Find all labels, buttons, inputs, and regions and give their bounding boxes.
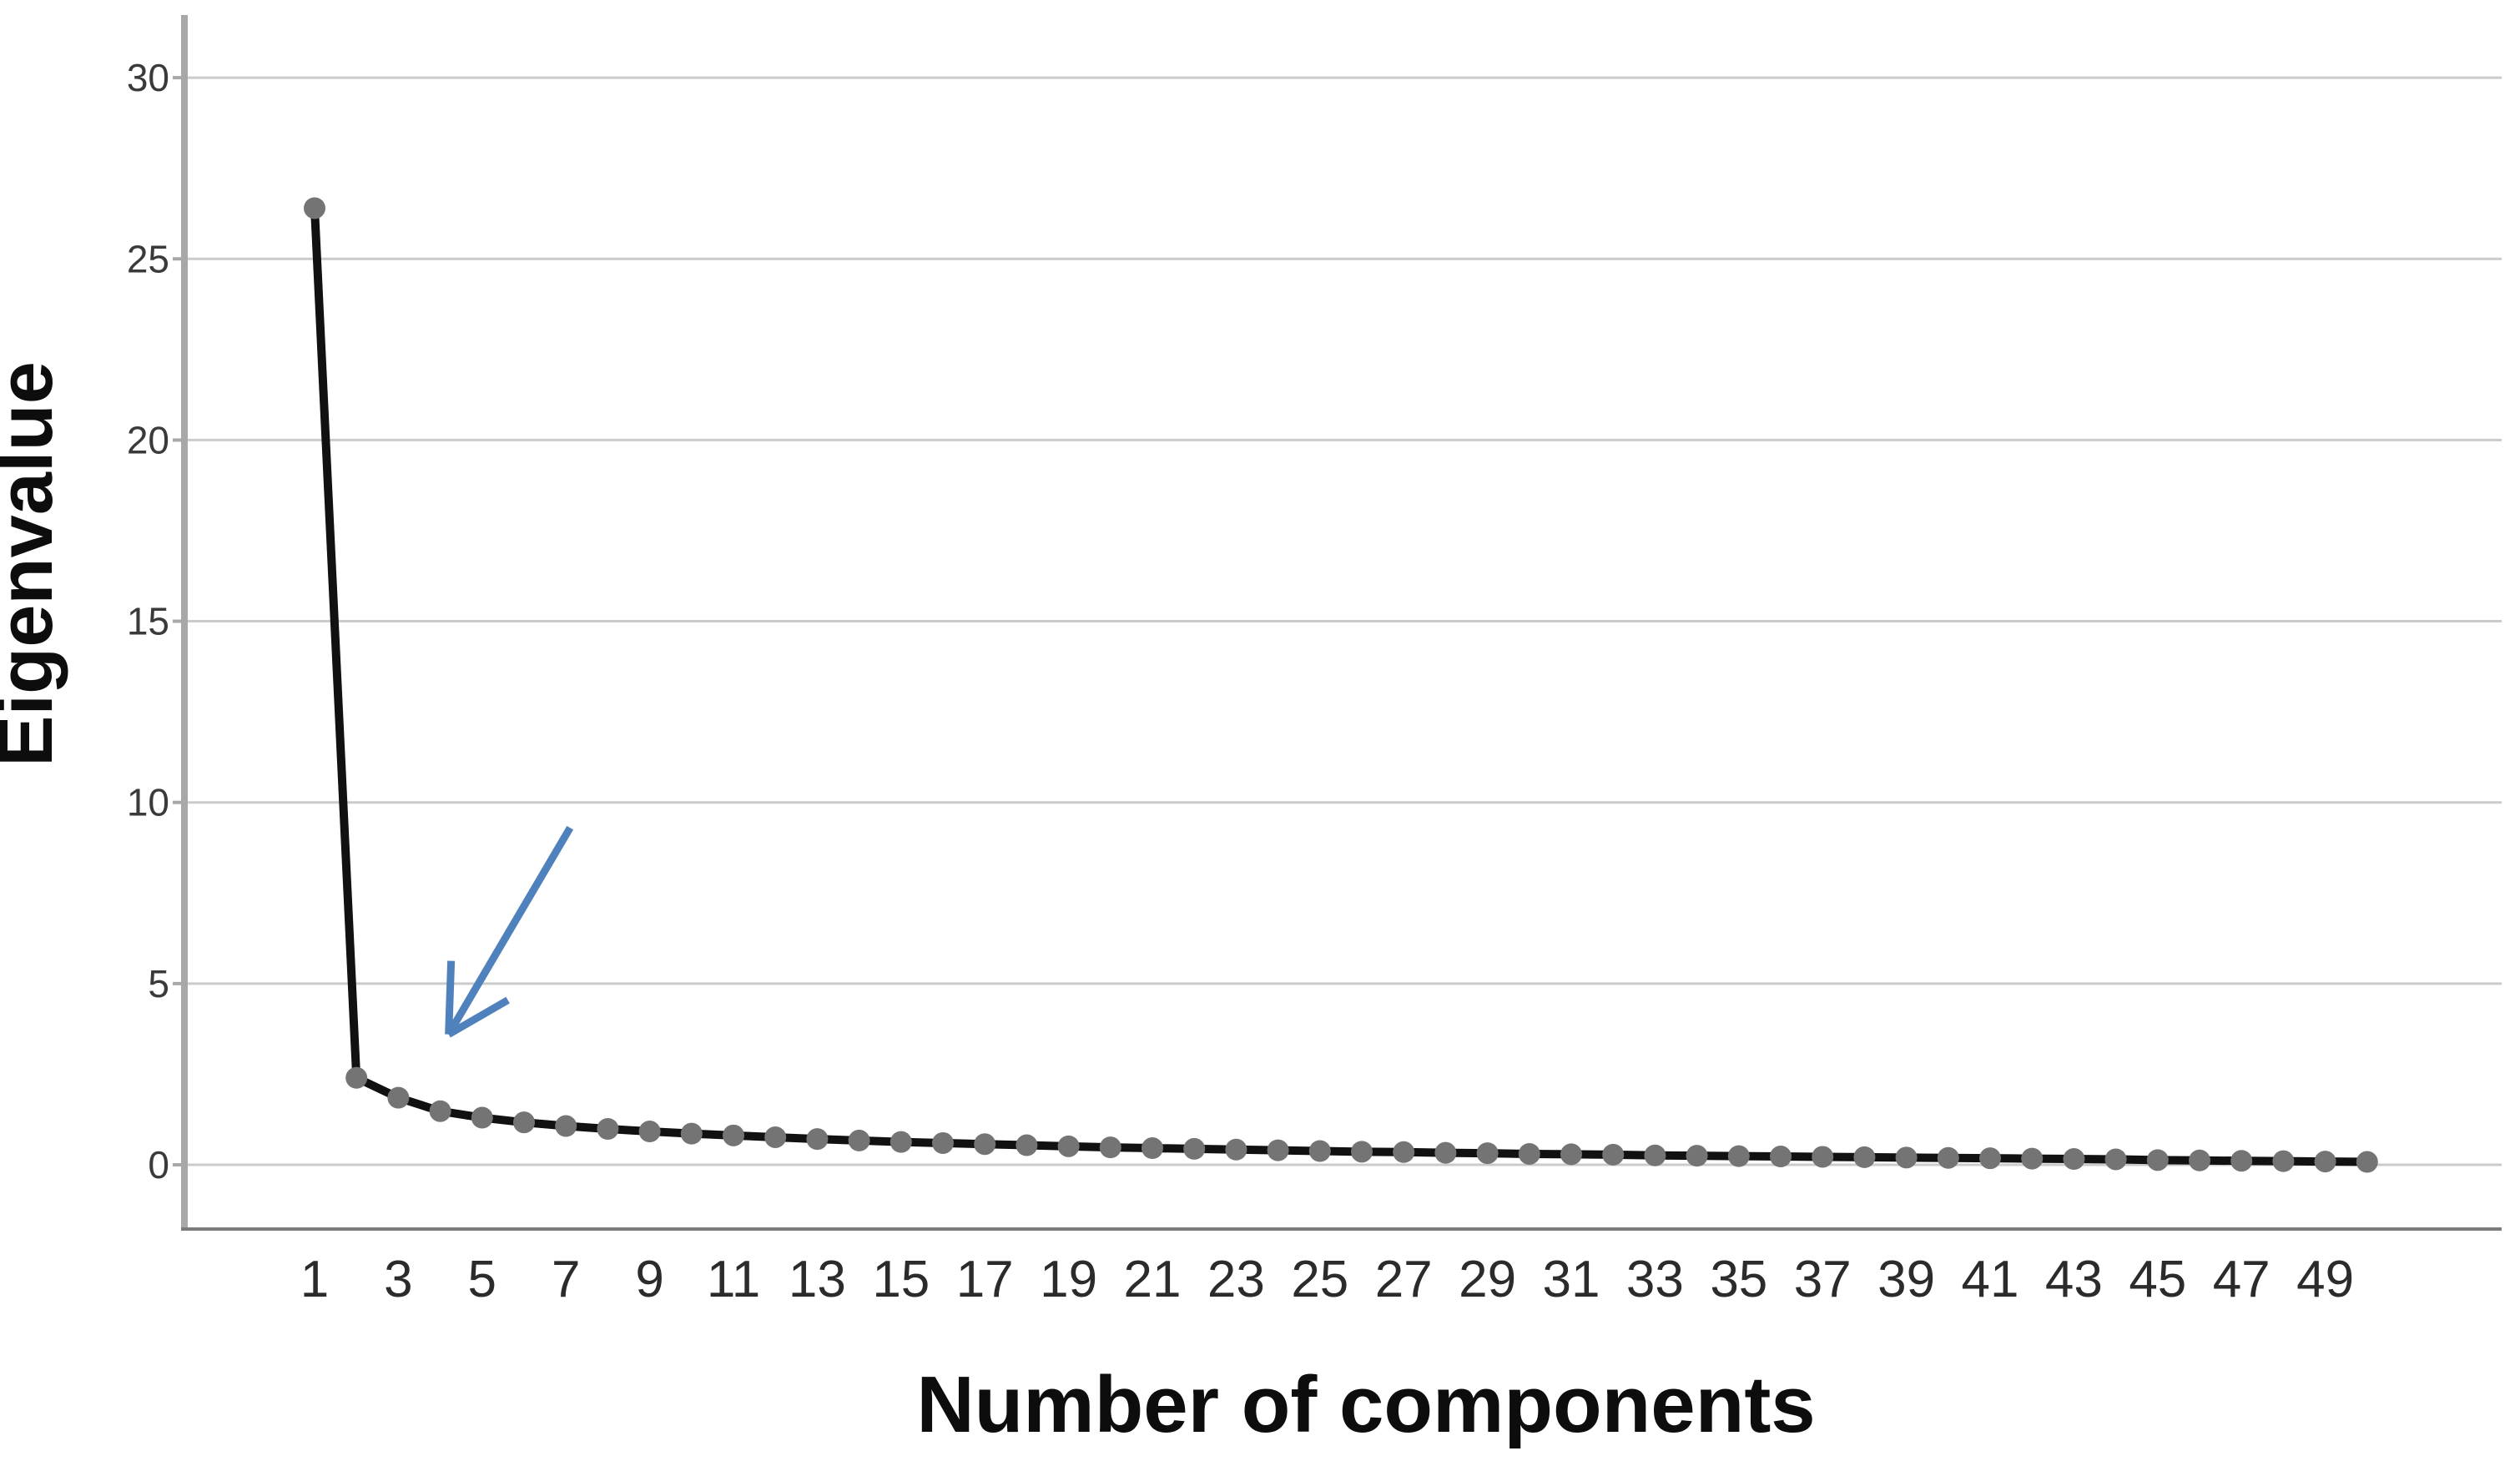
x-tick-label: 33 [1626,1251,1684,1308]
data-point [890,1131,912,1153]
y-tick-label: 25 [127,237,169,280]
x-tick-label: 27 [1375,1251,1433,1308]
x-tick-label: 23 [1207,1251,1265,1308]
annotation-layer [445,825,574,1038]
y-tick-label: 10 [127,781,169,824]
data-point [1057,1135,1080,1157]
elbow-arrow [445,825,574,1036]
x-tick-label: 35 [1710,1251,1767,1308]
x-tick-label: 3 [384,1251,412,1308]
data-point [345,1066,368,1089]
data-point [680,1122,703,1145]
data-point [1853,1146,1876,1168]
data-point [1016,1134,1038,1156]
data-point [387,1086,410,1109]
data-point [304,197,325,219]
data-point [1560,1143,1582,1166]
elbow-arrow-barb [446,996,510,1038]
x-tick-label: 7 [552,1251,580,1308]
data-point [638,1121,661,1143]
y-axis-title: Eigenvalue [0,361,68,767]
data-point [2063,1148,2085,1171]
data-point [597,1118,619,1141]
data-point [2104,1148,2127,1171]
gridlines-layer [188,76,2502,1166]
x-tick-label: 43 [2045,1251,2103,1308]
x-tick-label: 45 [2129,1251,2186,1308]
x-tick-label: 5 [468,1251,496,1308]
x-tick-label: 39 [1877,1251,1935,1308]
data-point [1225,1138,1247,1161]
data-point [2230,1150,2253,1172]
y-tick-label: 15 [127,600,169,643]
x-tick-label: 15 [872,1251,930,1308]
data-point [1518,1142,1540,1165]
data-point [932,1131,954,1154]
x-axis-title: Number of components [916,1360,1815,1449]
data-point [2272,1150,2295,1172]
data-point [806,1128,829,1151]
data-point [1099,1136,1121,1159]
data-point [1686,1145,1708,1167]
data-point [429,1100,451,1122]
data-point [764,1126,787,1148]
x-tick-label: 13 [789,1251,846,1308]
data-point [1393,1141,1415,1163]
data-point [1979,1147,2001,1170]
data-point [2146,1149,2169,1171]
data-point [1142,1137,1163,1160]
elbow-arrow-barb [445,960,456,1035]
x-tick-label: 25 [1291,1251,1348,1308]
data-point [555,1115,577,1137]
x-tick-label: 37 [1794,1251,1852,1308]
data-point [1308,1140,1331,1162]
x-tick-label: 31 [1543,1251,1600,1308]
x-tick-label: 21 [1124,1251,1182,1308]
data-point [1351,1141,1373,1163]
data-point [1770,1146,1792,1168]
y-tick-label: 20 [127,418,169,461]
data-point [848,1129,870,1151]
data-point [2356,1151,2378,1173]
data-point [1476,1142,1499,1165]
y-tick-label: 30 [127,56,169,99]
y-tick-labels: 0 5 10 15 20 25 30 [127,56,169,1186]
eigenvalue-line [310,208,2367,1166]
data-point [2021,1147,2044,1170]
y-tick-label: 0 [148,1143,169,1186]
data-point [1602,1143,1625,1166]
data-point [1644,1144,1666,1166]
data-point [1267,1139,1289,1161]
x-tick-label: 41 [1962,1251,2019,1308]
y-axis-bar [181,15,188,1229]
data-point [471,1106,493,1129]
axes-layer [173,15,2502,1231]
data-point [2189,1149,2210,1171]
x-tick-label: 49 [2296,1251,2354,1308]
x-tick-label: 9 [635,1251,663,1308]
x-tick-label: 29 [1459,1251,1516,1308]
data-point [1895,1146,1918,1169]
data-point [1183,1137,1206,1160]
x-tick-label: 1 [300,1251,329,1308]
x-tick-label: 17 [956,1251,1014,1308]
x-tick-label: 47 [2213,1251,2271,1308]
data-point [723,1124,744,1146]
data-point [1434,1141,1457,1164]
data-point [974,1133,996,1156]
data-point [1812,1146,1834,1168]
series-layer [304,197,2378,1173]
data-point [1937,1146,1959,1169]
data-point [513,1111,535,1134]
data-point [1727,1145,1750,1167]
x-tick-labels: 1 3 5 7 9 11 13 15 17 19 21 23 25 27 29 31 33 35 37 39 41 43 4… [300,1251,2354,1308]
data-point [2314,1151,2336,1173]
y-tick-label: 5 [148,962,169,1005]
x-tick-label: 11 [707,1251,760,1308]
x-tick-label: 19 [1040,1251,1097,1308]
